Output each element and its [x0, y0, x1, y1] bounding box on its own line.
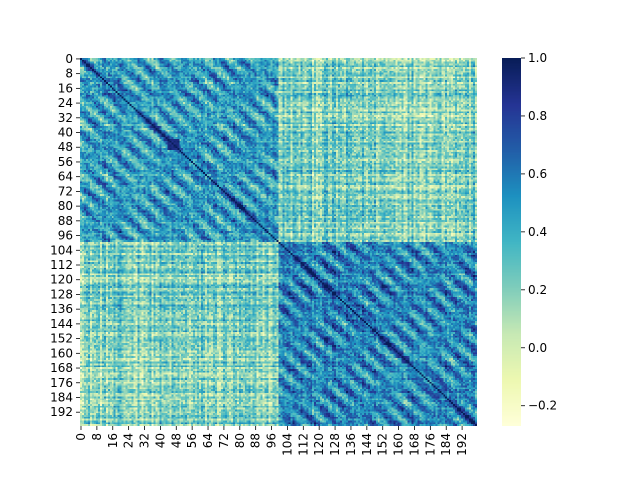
y-tick-label: 40 [58, 126, 73, 140]
colorbar-tick-label: 0.2 [528, 283, 547, 297]
x-tick-label: 32 [138, 433, 152, 448]
x-tick-label: 192 [455, 433, 469, 456]
x-tick-label: 24 [122, 433, 136, 448]
x-tick-label: 104 [280, 433, 294, 456]
x-tick-label: 64 [201, 433, 215, 448]
x-tick-label: 152 [376, 433, 390, 456]
y-tick-label: 120 [50, 273, 73, 287]
heatmap-area [80, 58, 477, 426]
colorbar-tick-label: 0.4 [528, 225, 547, 239]
x-tick-label: 176 [423, 433, 437, 456]
y-tick-label: 88 [58, 214, 73, 228]
y-tick-label: 104 [50, 243, 73, 257]
y-tick-label: 144 [50, 317, 73, 331]
y-tick-label: 0 [65, 52, 73, 66]
y-tick-label: 136 [50, 302, 73, 316]
colorbar-tick-label: 0.8 [528, 109, 547, 123]
x-tick-label: 8 [90, 433, 104, 441]
colorbar: −0.2 0.0 0.2 0.4 0.6 0.8 1.0 [502, 51, 557, 426]
x-tick-label: 112 [296, 433, 310, 456]
y-tick-label: 32 [58, 111, 73, 125]
y-tick-label: 152 [50, 332, 73, 346]
y-tick-label: 16 [58, 81, 73, 95]
y-tick-label: 48 [58, 140, 73, 154]
y-tick-label: 64 [58, 170, 73, 184]
y-axis-ticks: 0816243240485664728088961041121201281361… [50, 52, 80, 419]
y-tick-label: 80 [58, 199, 73, 213]
x-tick-label: 72 [217, 433, 231, 448]
colorbar-tick-label: 1.0 [528, 51, 547, 65]
colorbar-tick-label: −0.2 [528, 399, 557, 413]
x-tick-label: 96 [265, 433, 279, 448]
x-tick-label: 0 [74, 433, 88, 441]
x-tick-label: 136 [344, 433, 358, 456]
x-tick-label: 88 [249, 433, 263, 448]
y-tick-label: 8 [65, 67, 73, 81]
x-tick-label: 168 [407, 433, 421, 456]
x-tick-label: 40 [153, 433, 167, 448]
colorbar-ticks: −0.2 0.0 0.2 0.4 0.6 0.8 1.0 [521, 51, 557, 413]
x-tick-label: 16 [106, 433, 120, 448]
y-tick-label: 160 [50, 346, 73, 360]
colorbar-tick-label: 0.0 [528, 341, 547, 355]
y-tick-label: 96 [58, 229, 73, 243]
x-tick-label: 56 [185, 433, 199, 448]
x-tick-label: 128 [328, 433, 342, 456]
colorbar-tick-label: 0.6 [528, 167, 547, 181]
x-tick-label: 48 [169, 433, 183, 448]
x-tick-label: 120 [312, 433, 326, 456]
colorbar-gradient [502, 58, 521, 426]
y-tick-label: 192 [50, 405, 73, 419]
y-tick-label: 112 [50, 258, 73, 272]
y-tick-label: 56 [58, 155, 73, 169]
x-tick-label: 160 [392, 433, 406, 456]
x-tick-label: 144 [360, 433, 374, 456]
y-tick-label: 184 [50, 390, 73, 404]
y-tick-label: 176 [50, 376, 73, 390]
x-axis-ticks: 0 8 16 24 32 40 48 56 64 72 80 88 96 104 112 120 128 136 1… [74, 426, 469, 456]
x-tick-label: 80 [233, 433, 247, 448]
heatmap-cells [80, 58, 477, 426]
y-tick-label: 168 [50, 361, 73, 375]
y-tick-label: 24 [58, 96, 73, 110]
x-tick-label: 184 [439, 433, 453, 456]
y-tick-label: 72 [58, 184, 73, 198]
y-tick-label: 128 [50, 287, 73, 301]
